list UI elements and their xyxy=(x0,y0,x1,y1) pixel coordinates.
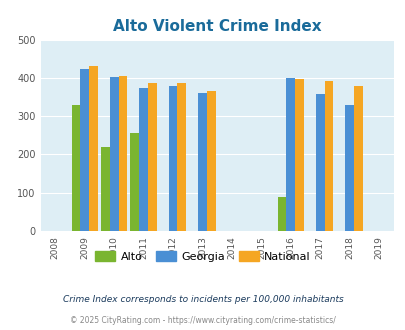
Text: Crime Index corresponds to incidents per 100,000 inhabitants: Crime Index corresponds to incidents per… xyxy=(62,295,343,304)
Bar xyxy=(344,106,353,231)
Bar xyxy=(109,77,118,231)
Legend: Alto, Georgia, National: Alto, Georgia, National xyxy=(91,247,314,267)
Title: Alto Violent Crime Index: Alto Violent Crime Index xyxy=(113,19,321,34)
Bar xyxy=(177,83,186,231)
Bar xyxy=(139,88,148,231)
Bar xyxy=(80,69,89,231)
Bar xyxy=(324,81,333,231)
Text: © 2025 CityRating.com - https://www.cityrating.com/crime-statistics/: © 2025 CityRating.com - https://www.city… xyxy=(70,316,335,325)
Bar xyxy=(315,94,324,231)
Bar xyxy=(207,90,215,231)
Bar xyxy=(130,133,139,231)
Bar xyxy=(118,76,127,231)
Bar xyxy=(168,85,177,231)
Bar xyxy=(101,147,109,231)
Bar xyxy=(89,66,98,231)
Bar xyxy=(198,93,207,231)
Bar xyxy=(71,106,80,231)
Bar xyxy=(286,78,294,231)
Bar xyxy=(294,80,303,231)
Bar xyxy=(353,86,362,231)
Bar xyxy=(277,197,286,231)
Bar xyxy=(148,83,156,231)
